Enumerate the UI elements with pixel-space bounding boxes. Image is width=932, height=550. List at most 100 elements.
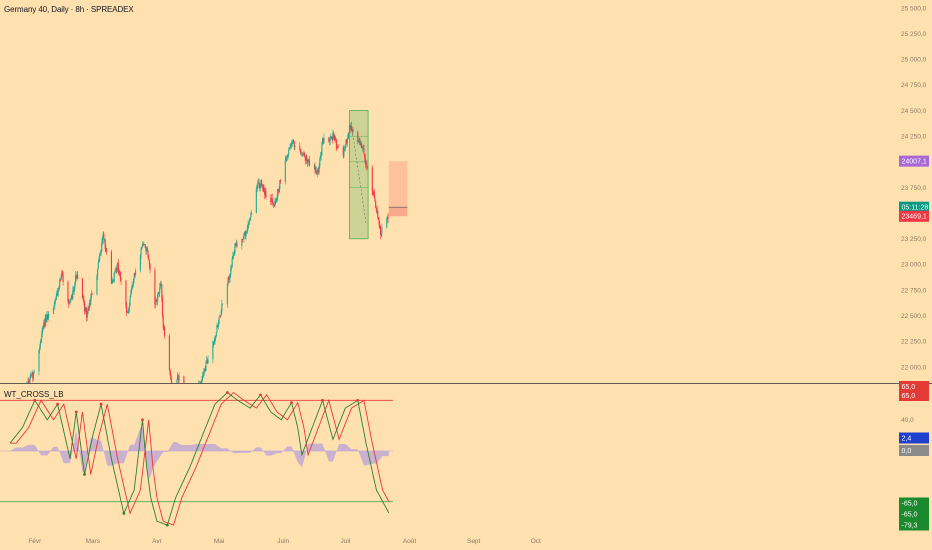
candle-body <box>32 372 35 379</box>
candle-body <box>228 277 230 280</box>
long-position-tool[interactable] <box>349 110 369 240</box>
candle-body <box>359 139 361 145</box>
candle-body <box>378 220 380 225</box>
price-badges: 24007,1 05:11:28 23469,1 65,0 65,0 2,4 0,0 -65,… <box>899 155 929 531</box>
candle <box>362 144 364 150</box>
candle <box>228 274 230 284</box>
candle-body <box>259 183 261 189</box>
candle <box>317 167 319 175</box>
candle-body <box>333 133 335 136</box>
candle <box>118 268 120 277</box>
osc-level-badge: -65,0 <box>899 508 929 520</box>
candle <box>299 142 301 151</box>
candle-body <box>302 154 304 156</box>
candle <box>127 308 129 314</box>
candle-body <box>349 125 351 129</box>
candle-body <box>235 243 237 245</box>
candle-body <box>357 141 359 143</box>
candle-body <box>199 381 201 383</box>
candle-body <box>97 268 99 277</box>
candle-body <box>273 204 275 206</box>
candle-body <box>362 147 364 149</box>
candle <box>302 152 304 157</box>
time-tick-label: Mai <box>214 538 224 545</box>
candle <box>337 144 339 151</box>
candle <box>120 276 122 286</box>
candle <box>259 183 261 192</box>
candle <box>344 145 346 151</box>
candle-body <box>304 153 306 157</box>
candle <box>52 307 55 315</box>
candle-body <box>156 301 158 303</box>
candle <box>55 293 57 301</box>
candle-body <box>55 295 57 300</box>
candle <box>289 143 291 151</box>
candle <box>113 272 115 283</box>
candle-body <box>29 376 31 382</box>
candle-body <box>373 191 375 196</box>
candle <box>97 268 99 280</box>
candle-body <box>115 268 117 271</box>
candle <box>302 152 304 157</box>
candle <box>219 315 221 318</box>
candle-body <box>306 156 308 160</box>
candle <box>73 286 75 295</box>
candle-body <box>177 374 179 381</box>
candle-body <box>130 288 132 294</box>
candle <box>157 291 159 296</box>
candle-body <box>357 131 359 142</box>
candle-body <box>126 306 128 313</box>
candle-body <box>83 299 85 303</box>
candle <box>135 268 137 278</box>
time-axis[interactable]: Févr Mars Avr Mai Juin Juil Août Sept Oct <box>28 538 541 545</box>
candle-body <box>231 258 233 268</box>
candle-body <box>229 274 231 278</box>
candle-body <box>176 379 178 383</box>
candle-body <box>48 313 50 319</box>
candle <box>147 250 149 258</box>
candle <box>48 311 50 320</box>
candle <box>328 137 331 146</box>
candle-body <box>217 323 219 327</box>
candle <box>379 221 381 230</box>
candle <box>159 283 161 297</box>
candle <box>39 344 41 354</box>
candle-body <box>216 325 218 333</box>
candle <box>56 290 58 298</box>
candle-body <box>86 309 88 318</box>
candle-body <box>40 338 42 342</box>
candle <box>291 140 293 147</box>
candle-body <box>300 151 302 153</box>
candle-body <box>100 250 102 255</box>
candle-body <box>221 304 224 306</box>
candle <box>245 230 247 241</box>
candle-body <box>75 275 77 284</box>
candle <box>89 299 91 307</box>
candle <box>358 137 360 144</box>
candle <box>320 151 322 161</box>
candle-body <box>57 287 59 293</box>
candle <box>375 200 377 209</box>
candle <box>155 299 157 302</box>
candle-body <box>242 239 244 240</box>
candle <box>82 295 84 301</box>
candle <box>233 251 235 260</box>
candle-body <box>363 149 365 154</box>
candle <box>380 232 382 238</box>
candle <box>199 381 201 383</box>
candle-body <box>290 146 292 148</box>
candle <box>84 303 86 313</box>
candle-body <box>291 140 293 143</box>
candle-body <box>106 248 108 252</box>
candle-body <box>99 254 101 256</box>
candle <box>303 150 305 156</box>
candle-body <box>248 220 250 224</box>
short-position-tool[interactable] <box>388 161 408 217</box>
candle-body <box>27 381 29 383</box>
stop-price-badge-bg <box>899 210 929 222</box>
candle-body <box>315 170 317 172</box>
candle-body <box>90 293 92 299</box>
price-tick-label: 24 500,0 <box>901 108 927 115</box>
candle-body <box>293 141 295 147</box>
